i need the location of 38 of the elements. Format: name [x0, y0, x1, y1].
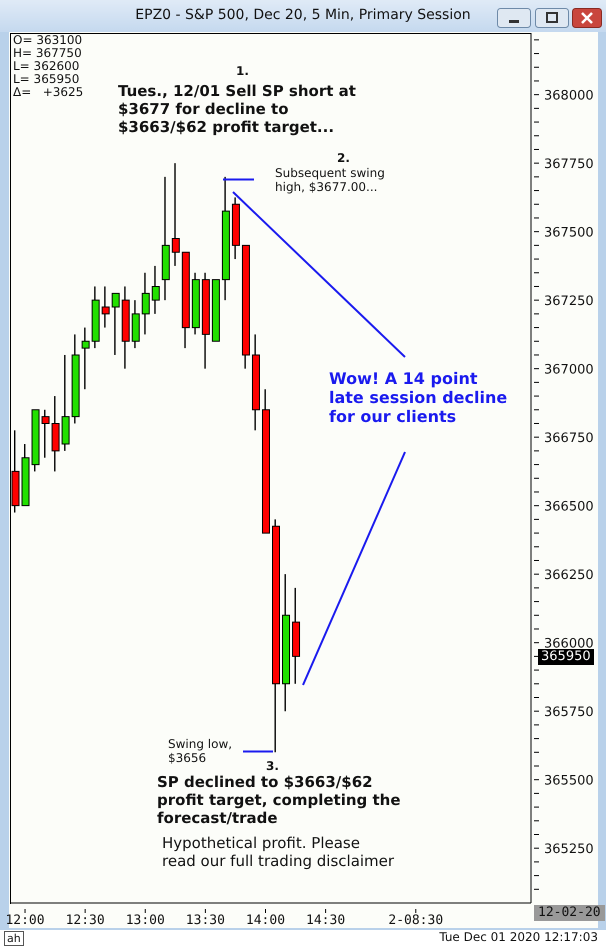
annotation: L= 365950	[13, 72, 80, 86]
x-tick-label: 13:30	[186, 913, 225, 928]
x-tick-label: 12:00	[5, 913, 45, 928]
annotation: Hypothetical profit. Please read our full trading disclaimer	[162, 834, 396, 870]
annotation: 1.	[236, 64, 249, 78]
y-tick-label: 366500	[544, 500, 594, 515]
annotation: Tues., 12/01 Sell SP short at $3677 for decline to $3663/$62 profit target...	[118, 82, 357, 136]
annotation: H= 367750	[13, 46, 82, 60]
chart-title: EPZ0 - S&P 500, Dec 20, 5 Min, Primary Session	[134, 7, 472, 23]
y-tick-label: 367750	[544, 157, 594, 172]
y-tick-label: 367000	[544, 362, 594, 378]
annotation: Wow! A 14 point late session decline for our clients	[329, 369, 508, 427]
candlestick	[82, 328, 90, 390]
x-tick-label: 12:30	[66, 913, 105, 928]
annotation: Swing low, $3656	[168, 737, 234, 766]
annotation: Subsequent swing high, $3677.00...	[275, 166, 386, 195]
y-tick-label: 365250	[544, 842, 594, 858]
y-tick-label: 367250	[544, 294, 594, 310]
y-tick-label: 368000	[544, 88, 594, 104]
y-tick-label: 367500	[544, 226, 594, 241]
annotation: 3.	[266, 759, 279, 774]
y-tick-label: 365750	[544, 705, 594, 720]
y-tick-label: 366750	[544, 431, 594, 446]
x-tick-label: 2-08:30	[388, 913, 444, 928]
x-tick-label: 14:00	[246, 913, 286, 928]
text: 365950	[538, 649, 594, 665]
text: ah	[4, 931, 24, 946]
x-tick-label: 14:30	[306, 913, 346, 928]
y-tick-label: 366250	[544, 568, 594, 584]
annotation: Δ= +3625	[13, 85, 84, 100]
annotation: O= 363100	[13, 33, 82, 48]
text: 12-02-20	[534, 905, 605, 921]
x-tick-label: 13:00	[126, 913, 165, 928]
annotation: 2.	[337, 151, 350, 166]
annotation: SP declined to $3663/$62 profit target, completing the forecast/trade	[157, 773, 402, 827]
y-tick-label: 365500	[544, 774, 594, 789]
annotation: L= 362600	[13, 59, 80, 74]
text: Tue Dec 01 2020 12:17:03	[439, 930, 598, 944]
